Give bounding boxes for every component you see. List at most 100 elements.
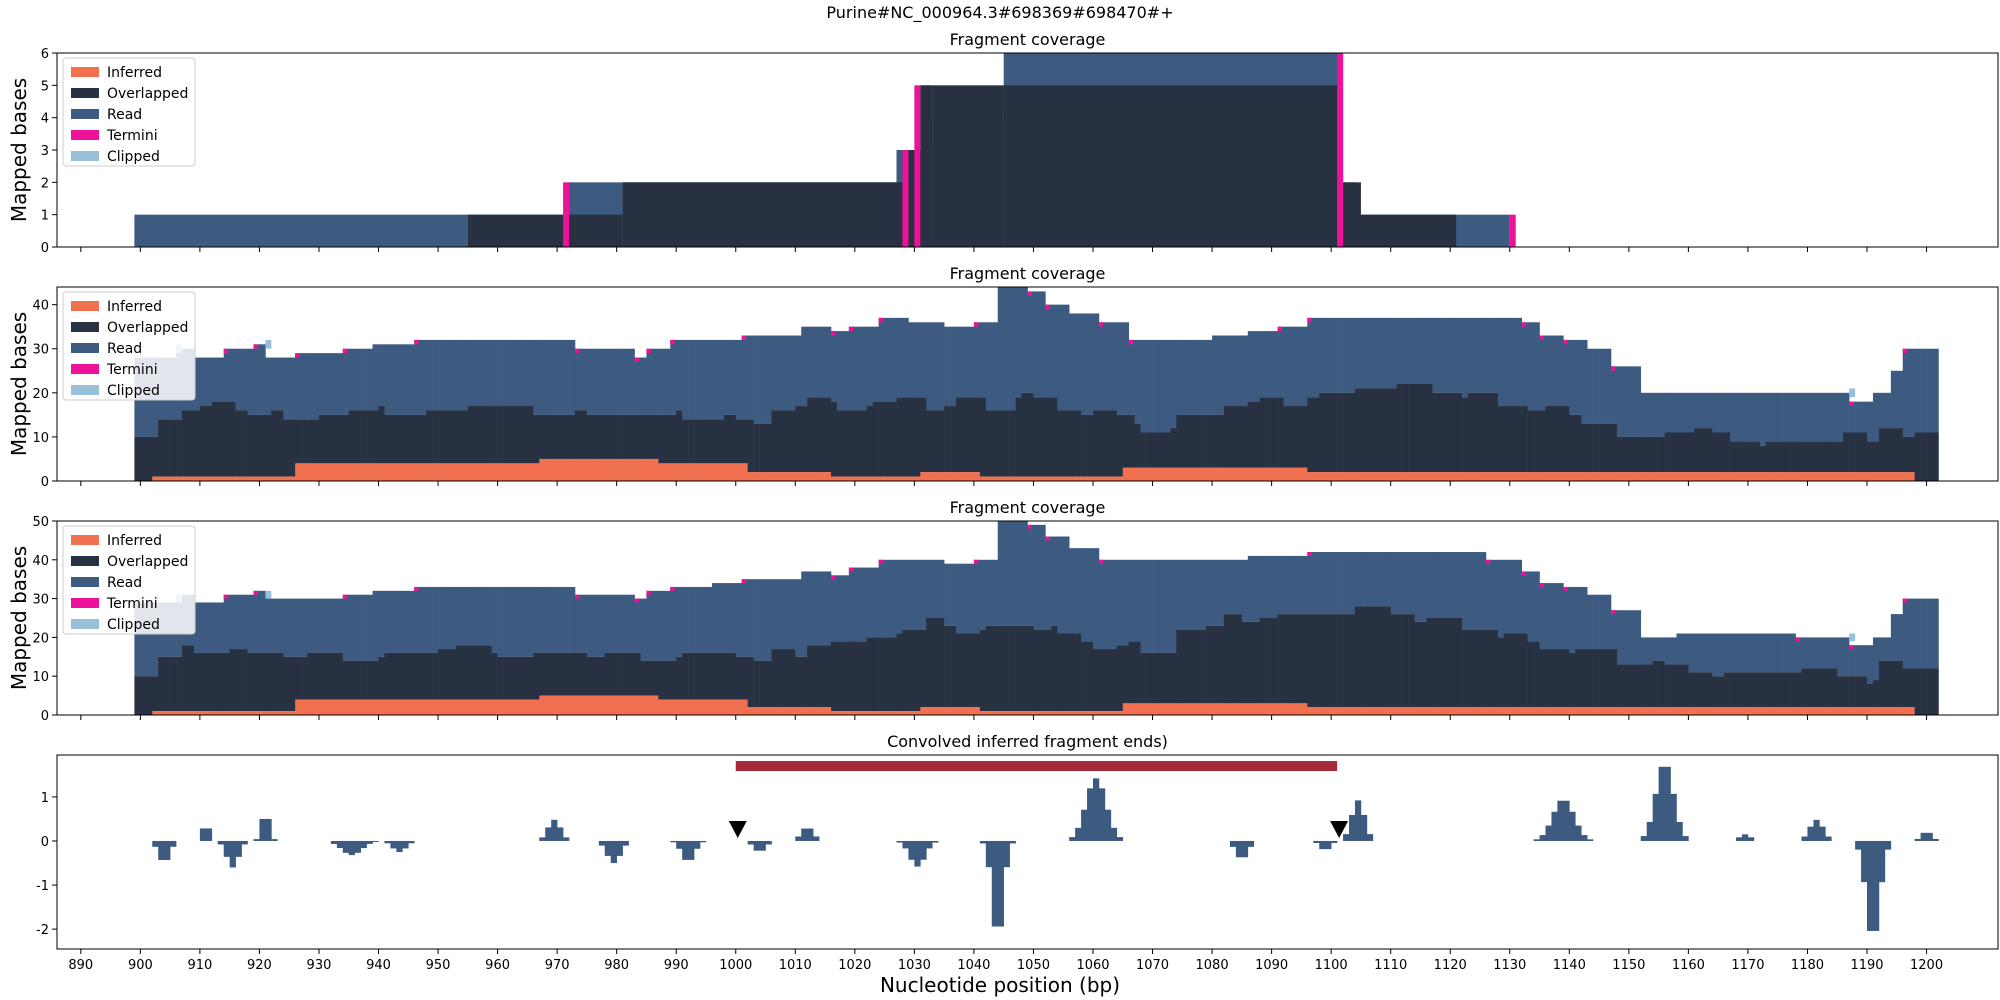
overlapped-bar bbox=[283, 656, 290, 712]
overlapped-bar bbox=[991, 410, 999, 477]
inferred-bar bbox=[1075, 711, 1082, 715]
read-bar bbox=[247, 594, 254, 653]
legend-label-clipped: Clipped bbox=[107, 617, 160, 633]
overlapped-bar bbox=[1652, 660, 1659, 708]
overlapped-bar bbox=[848, 641, 856, 712]
inferred-bar bbox=[753, 472, 760, 481]
overlapped-bar bbox=[1712, 432, 1719, 473]
overlapped-bar bbox=[741, 419, 748, 464]
inferred-bar bbox=[664, 463, 671, 481]
read-bar bbox=[1450, 317, 1457, 393]
inferred-bar bbox=[664, 699, 671, 715]
inferred-bar bbox=[1503, 707, 1511, 715]
inferred-bar bbox=[1676, 707, 1683, 715]
read-bar bbox=[241, 348, 248, 411]
overlapped-bar bbox=[307, 419, 314, 464]
convolved-bar bbox=[1081, 809, 1088, 841]
inferred-bar bbox=[1610, 707, 1618, 715]
overlapped-bar bbox=[1480, 629, 1487, 708]
overlapped-bar bbox=[842, 410, 850, 477]
read-bar bbox=[1628, 610, 1636, 665]
overlapped-bar bbox=[1837, 441, 1844, 473]
read-bar bbox=[1521, 322, 1528, 407]
read-bar bbox=[1158, 339, 1165, 433]
read-bar bbox=[1890, 370, 1898, 429]
termini-bar bbox=[914, 85, 921, 247]
read-bar bbox=[1087, 548, 1094, 642]
inferred-bar bbox=[896, 476, 903, 481]
inferred-bar bbox=[539, 458, 546, 481]
overlapped-bar bbox=[962, 397, 969, 473]
read-bar bbox=[1253, 331, 1261, 402]
legend-swatch-inferred bbox=[71, 535, 99, 545]
read-bar bbox=[1849, 645, 1856, 677]
inferred-bar bbox=[205, 476, 213, 481]
inferred-bar bbox=[580, 458, 588, 481]
inferred-bar bbox=[1640, 707, 1648, 715]
termini-bar bbox=[1337, 53, 1344, 247]
read-bar bbox=[1712, 392, 1719, 433]
overlapped-bar bbox=[295, 419, 302, 464]
read-bar bbox=[854, 567, 862, 642]
read-bar bbox=[592, 594, 600, 657]
read-bar bbox=[217, 357, 225, 402]
read-bar bbox=[914, 322, 921, 398]
read-bar bbox=[1396, 552, 1403, 615]
inferred-bar bbox=[1676, 472, 1683, 481]
inferred-bar bbox=[1753, 707, 1761, 715]
read-bar bbox=[289, 598, 296, 657]
overlapped-bar bbox=[1658, 660, 1665, 708]
overlapped-bar bbox=[1134, 641, 1141, 704]
overlapped-bar bbox=[1414, 621, 1421, 708]
overlapped-bar bbox=[1783, 672, 1790, 708]
read-bar bbox=[1694, 392, 1701, 429]
inferred-bar bbox=[170, 711, 177, 715]
read-bar bbox=[1599, 594, 1606, 650]
overlapped-bar bbox=[676, 410, 683, 464]
x-tick-label: 1150 bbox=[1612, 958, 1645, 973]
inferred-bar bbox=[1730, 472, 1737, 481]
inferred-bar bbox=[1628, 472, 1636, 481]
overlapped-bar bbox=[1872, 441, 1880, 473]
read-bar bbox=[1366, 552, 1374, 607]
inferred-bar bbox=[420, 699, 427, 715]
read-bar bbox=[1432, 552, 1439, 618]
inferred-bar bbox=[1456, 707, 1463, 715]
overlapped-bar bbox=[1110, 410, 1118, 477]
read-bar bbox=[1509, 317, 1517, 407]
inferred-bar bbox=[390, 699, 397, 715]
convolved-bar bbox=[1652, 793, 1659, 841]
overlapped-bar bbox=[533, 414, 540, 464]
read-bar bbox=[938, 559, 945, 618]
read-bar bbox=[1194, 559, 1201, 630]
inferred-bar bbox=[1426, 472, 1433, 481]
inferred-bar bbox=[1402, 707, 1409, 715]
inferred-bar bbox=[574, 458, 582, 481]
overlapped-bar bbox=[1920, 668, 1927, 715]
read-bar bbox=[1426, 552, 1433, 618]
overlapped-bar bbox=[146, 676, 153, 715]
overlapped-bar bbox=[1360, 606, 1368, 708]
overlapped-bar bbox=[985, 625, 993, 712]
read-bar bbox=[592, 348, 600, 415]
read-bar bbox=[932, 322, 939, 411]
inferred-bar bbox=[926, 707, 933, 715]
read-bar bbox=[1682, 633, 1689, 665]
read-bar bbox=[1051, 304, 1058, 398]
read-bar bbox=[229, 594, 236, 650]
overlapped-bar bbox=[1307, 614, 1314, 708]
inferred-bar bbox=[688, 463, 695, 481]
inferred-bar bbox=[1164, 467, 1171, 481]
inferred-bar bbox=[598, 458, 606, 481]
legend-label-overlapped: Overlapped bbox=[107, 554, 188, 570]
inferred-bar bbox=[1307, 472, 1314, 481]
inferred-bar bbox=[997, 476, 1004, 481]
overlapped-bar bbox=[390, 652, 397, 700]
convolved-bar bbox=[801, 828, 808, 841]
convolved-bar bbox=[253, 839, 260, 841]
inferred-bar bbox=[444, 463, 451, 481]
read-bar bbox=[1825, 392, 1832, 442]
termini-bar bbox=[848, 567, 854, 572]
inferred-bar bbox=[1015, 476, 1022, 481]
